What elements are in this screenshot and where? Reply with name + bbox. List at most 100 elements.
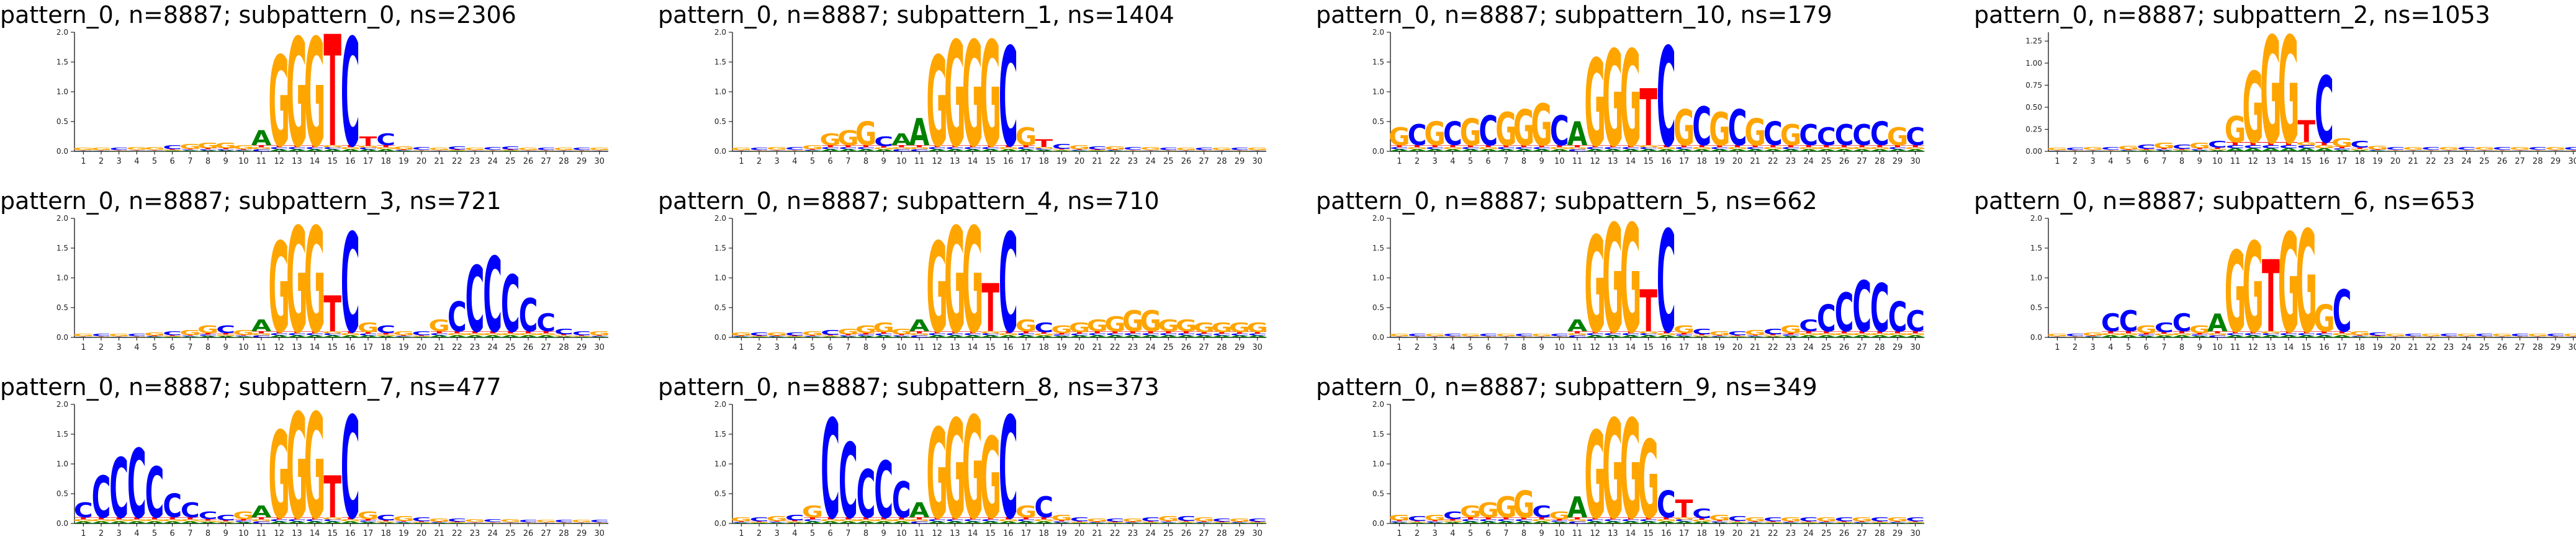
logo-letter: G bbox=[1673, 517, 1695, 520]
svg-text:C: C bbox=[1088, 146, 1107, 151]
svg-text:A: A bbox=[358, 149, 379, 152]
svg-text:T: T bbox=[2369, 336, 2387, 337]
svg-text:G: G bbox=[2242, 216, 2264, 360]
svg-text:C: C bbox=[1568, 521, 1587, 524]
logo-letter: T bbox=[1817, 521, 1836, 522]
svg-text:T: T bbox=[590, 522, 609, 523]
logo-letter: T bbox=[1231, 522, 1250, 523]
logo-letter: A bbox=[465, 335, 485, 338]
x-tick-label: 20 bbox=[1732, 157, 1743, 166]
svg-text:C: C bbox=[1230, 147, 1250, 151]
svg-text:A: A bbox=[2349, 149, 2370, 151]
logo-letter: A bbox=[2349, 337, 2370, 338]
logo-letter: T bbox=[1053, 148, 1071, 149]
svg-text:T: T bbox=[2440, 336, 2459, 337]
logo-letter: G bbox=[1655, 146, 1677, 149]
logo-letter: C bbox=[1710, 521, 1729, 523]
logo-letter: G bbox=[1798, 522, 1819, 523]
svg-text:A: A bbox=[1888, 149, 1908, 152]
logo-letter: A bbox=[1407, 522, 1428, 523]
svg-text:A: A bbox=[2207, 308, 2228, 337]
logo-letter: C bbox=[1106, 518, 1125, 523]
svg-text:T: T bbox=[1195, 332, 1214, 335]
logo-letter: T bbox=[573, 335, 592, 336]
svg-text:C: C bbox=[394, 336, 413, 337]
svg-text:G: G bbox=[1904, 146, 1926, 149]
svg-text:G: G bbox=[1780, 119, 1801, 152]
logo-letter: C bbox=[181, 149, 200, 151]
logo-panel: pattern_0, n=8887; subpattern_4, ns=710 0… bbox=[658, 186, 1279, 366]
logo-letter: G bbox=[784, 336, 805, 337]
svg-text:G: G bbox=[1495, 104, 1517, 156]
svg-text:T: T bbox=[413, 335, 431, 336]
logo-letter: G bbox=[144, 332, 166, 337]
x-tick-label: 9 bbox=[881, 157, 886, 166]
x-tick-label: 11 bbox=[2230, 343, 2241, 352]
logo-letter: T bbox=[520, 150, 538, 151]
svg-text:G: G bbox=[1176, 147, 1197, 151]
svg-text:C: C bbox=[1781, 522, 1801, 523]
svg-text:C: C bbox=[2048, 336, 2067, 337]
logo-letter: T bbox=[1142, 149, 1160, 150]
logo-letter: C bbox=[1141, 517, 1160, 523]
svg-text:C: C bbox=[269, 519, 289, 522]
logo-letter: A bbox=[838, 336, 858, 338]
x-tick-label: 17 bbox=[363, 343, 374, 352]
x-tick-label: 3 bbox=[117, 157, 122, 166]
svg-text:A: A bbox=[198, 522, 218, 524]
logo-letter: G bbox=[749, 522, 770, 523]
logo-letter: C bbox=[1088, 146, 1107, 151]
svg-text:G: G bbox=[2331, 136, 2353, 149]
svg-text:A: A bbox=[980, 335, 1001, 338]
logo-letter: T bbox=[181, 517, 200, 520]
logo-letter: A bbox=[1514, 149, 1534, 152]
x-tick-label: 4 bbox=[134, 157, 139, 166]
svg-text:C: C bbox=[963, 332, 983, 336]
logo-letter: C bbox=[1621, 146, 1641, 149]
logo-letter: T bbox=[1178, 520, 1196, 522]
logo-letter: T bbox=[2440, 149, 2459, 150]
svg-text:G: G bbox=[1176, 317, 1197, 336]
svg-text:C: C bbox=[2439, 150, 2459, 151]
logo-letter: G bbox=[482, 522, 503, 523]
logo-plot: 0.00.51.01.52.01 2 3 4 5 6 7 8 9 10 11 12 13 14 15 16 17… bbox=[56, 3, 610, 181]
logo-letter: C bbox=[785, 146, 804, 151]
svg-text:C: C bbox=[1141, 150, 1160, 151]
svg-text:A: A bbox=[1016, 521, 1037, 524]
svg-text:T: T bbox=[2351, 335, 2369, 336]
x-tick-label: 14 bbox=[968, 343, 978, 352]
svg-text:T: T bbox=[2457, 149, 2476, 150]
logo-letter: T bbox=[1835, 521, 1854, 522]
logo-letter: G bbox=[1904, 522, 1926, 523]
y-tick-label: 2.0 bbox=[2030, 214, 2042, 223]
svg-text:G: G bbox=[304, 198, 326, 366]
logo-letter: G bbox=[73, 519, 94, 522]
logo-letter: G bbox=[1033, 334, 1055, 337]
svg-text:G: G bbox=[2545, 146, 2567, 151]
logo-letter: T bbox=[253, 145, 271, 148]
logo-letter: T bbox=[2511, 336, 2529, 337]
x-tick-label: 23 bbox=[470, 343, 480, 352]
x-tick-label: 22 bbox=[1768, 529, 1778, 538]
logo-letter: C bbox=[1443, 115, 1462, 153]
svg-text:G: G bbox=[2207, 148, 2228, 150]
logo-letter: T bbox=[1160, 331, 1178, 334]
logo-letter: T bbox=[2280, 331, 2299, 334]
logo-letter: T bbox=[928, 517, 947, 520]
logo-letter: A bbox=[731, 337, 752, 338]
logo-letter: T bbox=[110, 336, 128, 337]
x-tick-label: 18 bbox=[1038, 343, 1049, 352]
logo-letter: T bbox=[1035, 332, 1053, 335]
svg-text:A: A bbox=[1745, 336, 1765, 337]
logo-letter: G bbox=[1460, 333, 1482, 337]
svg-text:C: C bbox=[1159, 522, 1178, 523]
logo-letter: C bbox=[1568, 335, 1587, 338]
x-tick-label: 6 bbox=[828, 529, 833, 538]
logo-letter: C bbox=[1070, 517, 1089, 523]
logo-letter: G bbox=[1602, 194, 1624, 367]
logo-letter: G bbox=[1442, 336, 1464, 337]
svg-text:C: C bbox=[999, 205, 1018, 364]
x-tick-label: 3 bbox=[775, 343, 780, 352]
svg-text:C: C bbox=[1034, 491, 1053, 524]
y-tick-label: 1.0 bbox=[56, 460, 68, 468]
